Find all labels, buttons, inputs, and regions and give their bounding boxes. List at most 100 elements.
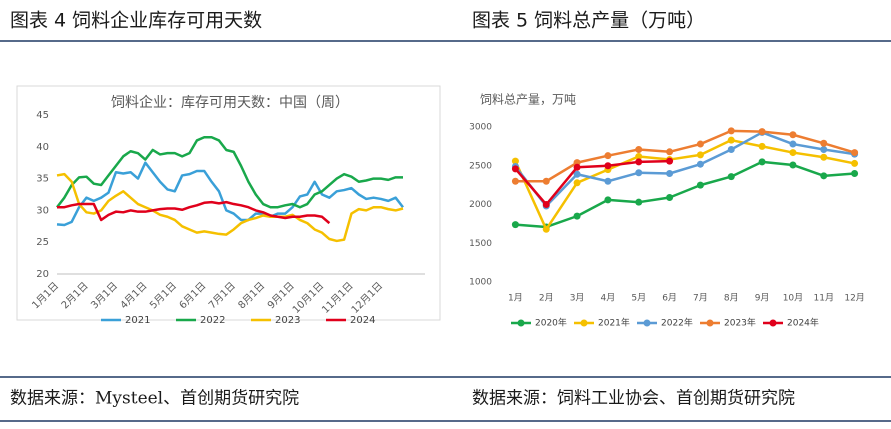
legend-label: 2020年 (535, 317, 567, 329)
series-line (514, 159, 670, 206)
point (635, 198, 643, 206)
x-tick-label: 8月 (724, 293, 739, 304)
point (666, 170, 674, 177)
figure-title: 图表 4 饲料企业库存可用天数 (10, 10, 262, 32)
legend-label: 2022年 (661, 317, 693, 329)
point (604, 196, 612, 204)
series-line (57, 200, 331, 225)
point (666, 148, 674, 156)
point (820, 172, 828, 180)
legend-marker (580, 319, 588, 327)
point (573, 179, 581, 187)
x-tick-label: 1月1日 (30, 280, 62, 312)
chart-title: 饲料总产量，万吨 (480, 93, 576, 107)
point (511, 221, 519, 229)
point (820, 145, 828, 153)
x-tick-label: 1月 (508, 293, 523, 304)
point (820, 139, 828, 147)
point (727, 127, 735, 135)
point (511, 177, 519, 185)
x-tick-label: 5月 (631, 293, 646, 304)
x-tick-label: 10月 (783, 293, 803, 304)
point (635, 145, 643, 153)
legend-label: 2021年 (598, 317, 630, 329)
chart-frame (16, 85, 441, 321)
y-tick-label: 1000 (469, 278, 492, 288)
legend-label: 2021 (125, 315, 150, 326)
series-line (515, 129, 855, 183)
point (696, 160, 704, 168)
x-tick-label: 10月1日 (290, 280, 326, 316)
y-tick-label: 1500 (469, 239, 492, 249)
point (666, 157, 674, 165)
y-tick-label: 25 (36, 237, 49, 248)
x-tick-label: 3月1日 (89, 280, 121, 312)
x-tick-label: 2月1日 (59, 280, 91, 312)
series-line (514, 131, 855, 208)
point (758, 158, 766, 166)
point (727, 136, 735, 144)
x-tick-label: 4月 (601, 293, 616, 304)
y-tick-label: 3000 (469, 123, 492, 133)
point (789, 161, 797, 169)
legend-marker (643, 319, 651, 327)
y-tick-label: 2500 (469, 161, 492, 171)
series-line (56, 172, 404, 243)
x-tick-label: 6月1日 (177, 280, 209, 312)
point (635, 152, 643, 160)
point (511, 157, 519, 165)
point (727, 145, 735, 153)
legend-marker (769, 319, 777, 327)
point (789, 149, 797, 157)
point (604, 177, 612, 185)
y-tick-label: 35 (36, 174, 49, 185)
point (573, 212, 581, 220)
point (635, 169, 643, 177)
point (851, 170, 859, 177)
legend-label: 2023 (275, 315, 300, 326)
x-tick-label: 7月1日 (206, 280, 238, 312)
point (851, 149, 859, 157)
point (789, 140, 797, 148)
point (727, 173, 735, 181)
point (789, 131, 797, 139)
legend-label: 2024 (350, 315, 375, 326)
x-tick-label: 12月1日 (349, 280, 385, 316)
y-tick-label: 2000 (469, 200, 492, 210)
series-line (56, 136, 403, 209)
point (666, 194, 674, 202)
point (542, 225, 550, 233)
source: 数据来源：Mysteel、首创期货研究院 (10, 389, 299, 409)
point (542, 177, 550, 185)
legend-marker (706, 319, 714, 327)
x-tick-label: 11月1日 (320, 280, 356, 316)
point (758, 142, 766, 150)
point (573, 170, 581, 178)
point (635, 158, 643, 166)
source: 数据来源：饲料工业协会、首创期货研究院 (472, 389, 795, 409)
point (573, 163, 581, 171)
x-tick-label: 9月 (755, 293, 770, 304)
legend-label: 2022 (200, 315, 225, 326)
series-line (56, 161, 404, 227)
y-tick-label: 40 (36, 142, 49, 153)
point (696, 181, 704, 189)
x-tick-label: 6月 (662, 293, 677, 304)
y-tick-label: 20 (36, 269, 49, 280)
point (696, 140, 704, 148)
x-tick-label: 2月 (539, 293, 554, 304)
point (758, 128, 766, 136)
x-tick-label: 7月 (693, 293, 708, 304)
x-tick-label: 8月1日 (236, 280, 268, 312)
figure-title: 图表 5 饲料总产量（万吨） (472, 10, 705, 32)
x-tick-label: 12月 (844, 293, 864, 304)
chart-title: 饲料企业：库存可用天数：中国（周） (111, 94, 349, 111)
y-tick-label: 45 (36, 110, 49, 121)
point (851, 159, 859, 167)
x-tick-label: 4月1日 (118, 280, 150, 312)
series-line (514, 138, 855, 231)
point (511, 165, 519, 173)
point (604, 162, 612, 170)
x-tick-label: 5月1日 (147, 280, 179, 312)
